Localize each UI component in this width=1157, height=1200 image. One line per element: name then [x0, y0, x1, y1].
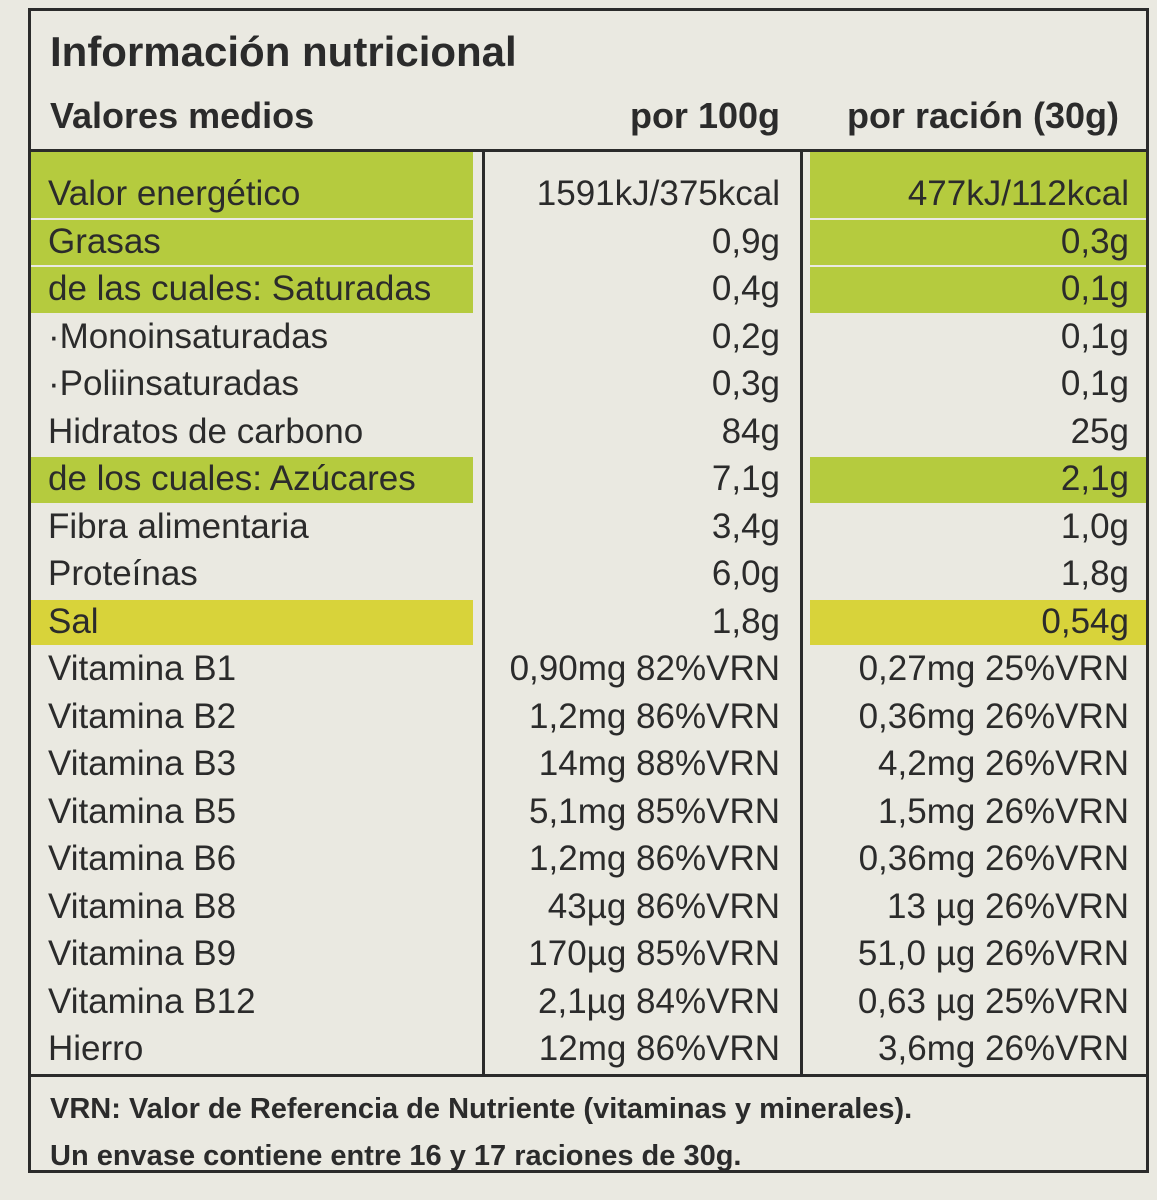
border-bottom	[28, 1170, 1149, 1173]
border-right	[1146, 8, 1149, 1173]
value-per-serving: 0,27mg 25%VRN	[858, 649, 1129, 688]
value-per-100g: 0,90mg 82%VRN	[509, 649, 780, 688]
row-highlight	[810, 152, 1146, 218]
value-per-100g: 1,8g	[711, 601, 780, 641]
value-per-serving: 25g	[1070, 411, 1129, 451]
value-per-serving: 3,6mg 26%VRN	[878, 1029, 1129, 1068]
nutrient-name: Hierro	[48, 1029, 144, 1068]
column-header: por ración (30g)	[846, 95, 1119, 136]
value-per-serving: 0,1g	[1060, 316, 1129, 356]
row-highlight	[810, 267, 1146, 313]
value-per-serving: 13 µg 26%VRN	[887, 886, 1129, 926]
border-top	[28, 8, 1149, 11]
value-per-serving: 0,3g	[1060, 221, 1129, 261]
nutrient-name: Valor energético	[48, 174, 301, 213]
nutrient-name: Fibra alimentaria	[48, 506, 309, 546]
nutrient-name: Vitamina B9	[48, 934, 237, 973]
row-highlight	[31, 457, 473, 503]
column-rule	[482, 150, 485, 1075]
value-per-100g: 0,2g	[711, 316, 780, 356]
nutrient-name: Vitamina B6	[48, 839, 237, 878]
value-per-100g: 43µg 86%VRN	[547, 886, 780, 926]
column-header: Valores medios	[50, 95, 315, 136]
value-per-serving: 1,5mg 26%VRN	[878, 791, 1129, 831]
nutrient-name: Vitamina B3	[48, 744, 237, 783]
value-per-serving: 0,54g	[1041, 601, 1129, 641]
nutrient-name: Vitamina B8	[48, 886, 237, 926]
value-per-serving: 0,1g	[1060, 269, 1129, 308]
value-per-100g: 1,2mg 86%VRN	[529, 839, 780, 878]
nutrient-name: de los cuales: Azúcares	[48, 459, 416, 498]
nutrient-name: Grasas	[48, 221, 161, 261]
row-highlight	[810, 599, 1146, 645]
title: Información nutricional	[50, 28, 517, 75]
value-per-100g: 12mg 86%VRN	[538, 1029, 780, 1068]
value-per-serving: 0,36mg 26%VRN	[858, 696, 1129, 736]
value-per-serving: 0,63 µg 25%VRN	[857, 981, 1129, 1021]
nutrient-name: Vitamina B12	[48, 981, 256, 1021]
value-per-100g: 84g	[721, 411, 780, 451]
border-left	[28, 8, 31, 1173]
nutrient-name: de las cuales: Saturadas	[48, 269, 432, 308]
value-per-serving: 51,0 µg 26%VRN	[857, 934, 1129, 973]
row-highlight	[810, 457, 1146, 503]
nutrient-name: ·Monoinsaturadas	[48, 316, 329, 356]
row-highlight	[31, 152, 473, 218]
nutrient-name: Vitamina B1	[48, 649, 237, 688]
value-per-100g: 7,1g	[711, 459, 780, 498]
nutrient-name: Hidratos de carbono	[48, 411, 364, 451]
value-per-100g: 2,1µg 84%VRN	[538, 981, 780, 1021]
value-per-100g: 1,2mg 86%VRN	[529, 696, 780, 736]
column-rule	[800, 150, 803, 1075]
value-per-100g: 0,4g	[711, 269, 780, 308]
value-per-100g: 170µg 85%VRN	[528, 934, 780, 973]
footer-note: Un envase contiene entre 16 y 17 racione…	[50, 1140, 742, 1172]
value-per-100g: 3,4g	[711, 506, 780, 546]
header-rule	[28, 149, 1149, 152]
value-per-100g: 0,3g	[711, 364, 780, 403]
footer-rule	[28, 1074, 1149, 1077]
row-highlight	[31, 267, 473, 313]
value-per-serving: 2,1g	[1060, 459, 1129, 498]
row-highlight	[31, 599, 473, 645]
value-per-100g: 1591kJ/375kcal	[536, 174, 780, 213]
row-highlight	[31, 219, 473, 265]
value-per-serving: 477kJ/112kcal	[907, 174, 1129, 213]
value-per-serving: 4,2mg 26%VRN	[878, 744, 1129, 783]
value-per-serving: 1,8g	[1060, 554, 1129, 593]
value-per-100g: 0,9g	[711, 221, 780, 261]
nutrient-name: Vitamina B5	[48, 791, 237, 831]
nutrient-name: Sal	[48, 601, 99, 641]
value-per-serving: 0,1g	[1060, 364, 1129, 403]
nutrient-name: Vitamina B2	[48, 696, 237, 736]
nutrient-name: ·Poliinsaturadas	[48, 364, 299, 403]
value-per-100g: 5,1mg 85%VRN	[529, 791, 780, 831]
row-highlight	[810, 219, 1146, 265]
footer-note: VRN: Valor de Referencia de Nutriente (v…	[50, 1093, 913, 1125]
value-per-serving: 0,36mg 26%VRN	[858, 839, 1129, 878]
column-header: por 100g	[629, 95, 780, 136]
value-per-serving: 1,0g	[1060, 506, 1129, 546]
value-per-100g: 14mg 88%VRN	[538, 744, 780, 783]
nutrient-name: Proteínas	[48, 554, 198, 593]
value-per-100g: 6,0g	[711, 554, 780, 593]
